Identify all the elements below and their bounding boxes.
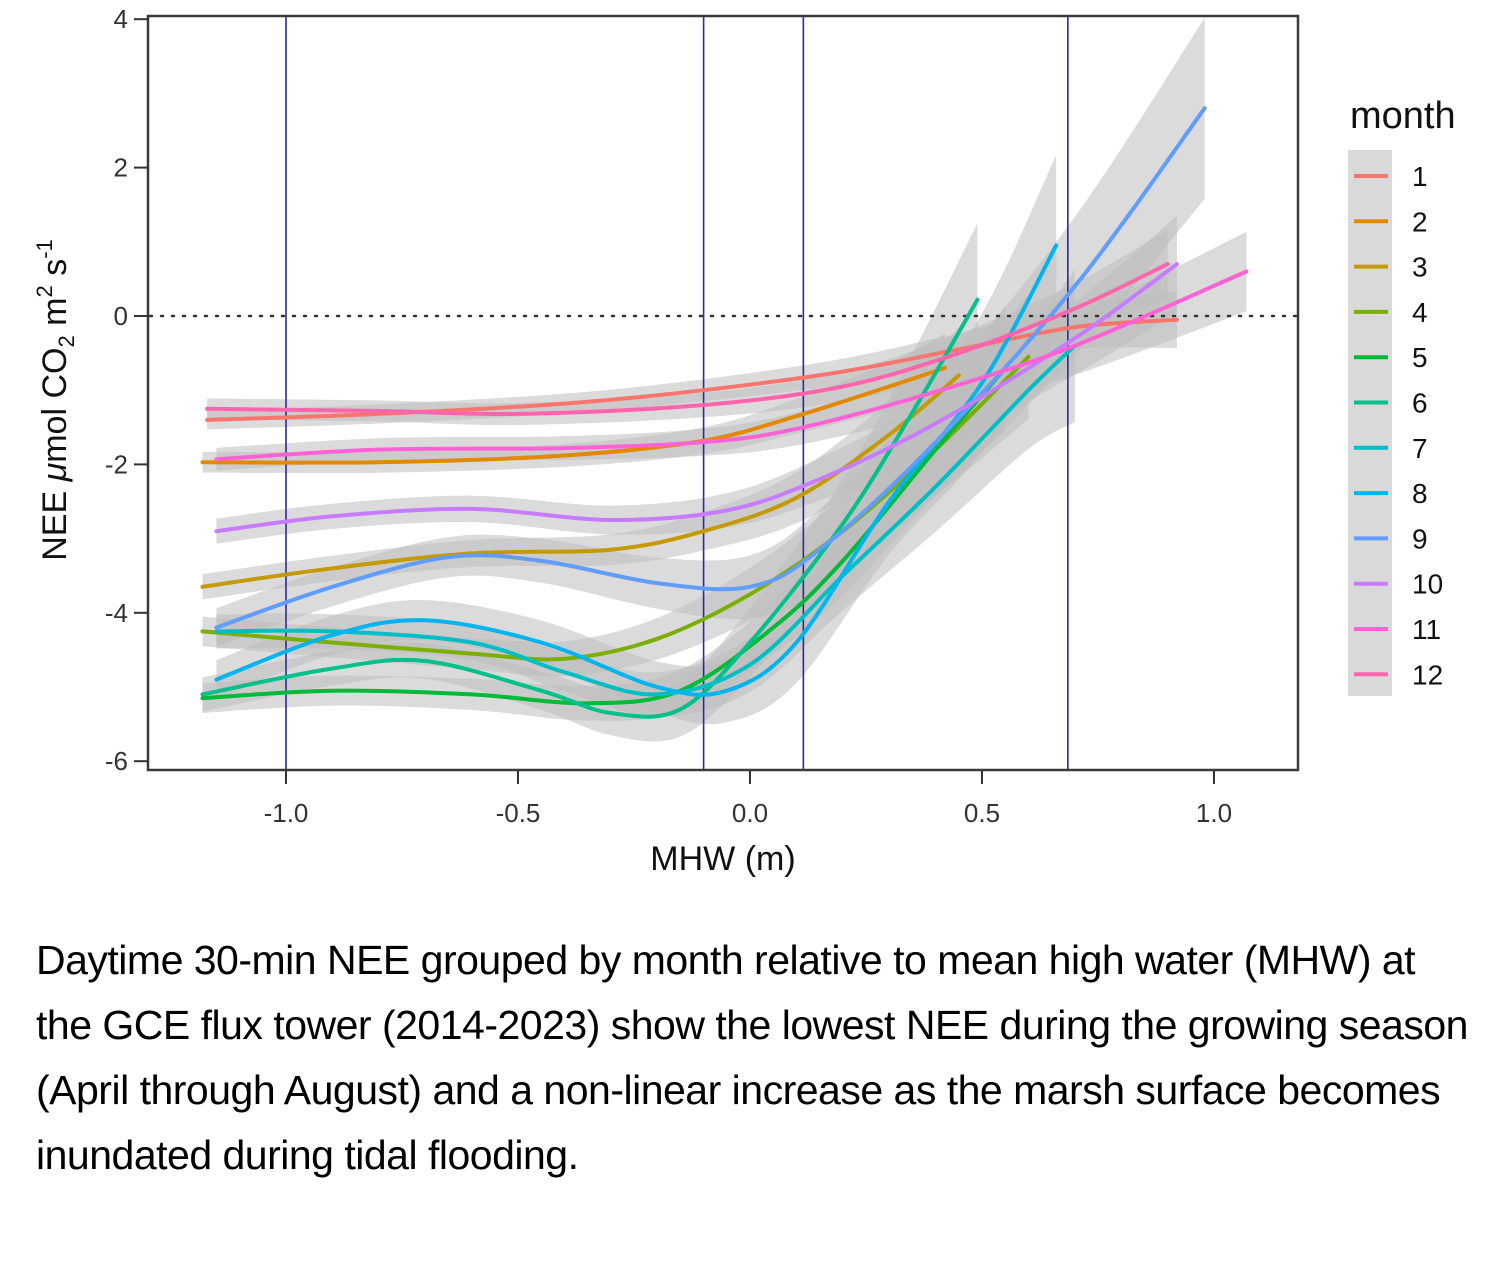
y-tick-label: -4 xyxy=(105,598,128,628)
confidence-band-month-8 xyxy=(216,155,1057,725)
y-tick-label: 0 xyxy=(114,301,128,331)
legend-label-month-10: 10 xyxy=(1412,569,1443,600)
y-axis-title-mu: μ xyxy=(36,462,74,482)
confidence-band-month-3 xyxy=(202,327,959,600)
series-line-month-1 xyxy=(205,317,1179,422)
series-lines xyxy=(200,106,1249,719)
y-axis-title-sup2: 2 xyxy=(32,285,57,297)
legend-label-month-1: 1 xyxy=(1412,161,1428,192)
x-axis-title: MHW (m) xyxy=(650,840,795,878)
confidence-band-month-12 xyxy=(207,229,1168,425)
x-tick-label: -0.5 xyxy=(496,798,541,828)
x-tick-label: -1.0 xyxy=(264,798,309,828)
series-line-month-3 xyxy=(200,373,961,589)
confidence-band-month-11 xyxy=(216,231,1247,471)
y-tick-label: 4 xyxy=(114,4,128,34)
y-axis-title-sup-neg1: -1 xyxy=(32,239,57,259)
x-axis-ticks: -1.0 -0.5 0.0 0.5 1.0 xyxy=(264,770,1232,828)
series-line-month-6 xyxy=(200,297,980,719)
y-axis-title: NEE μmol CO2 m2 s-1 xyxy=(32,239,79,561)
x-tick-label: 0.0 xyxy=(732,798,768,828)
y-axis-title-prefix: NEE xyxy=(36,481,74,560)
series-line-month-9 xyxy=(214,106,1207,630)
legend-label-month-7: 7 xyxy=(1412,433,1428,464)
x-tick-label: 0.5 xyxy=(964,798,1000,828)
legend-key-background xyxy=(1348,150,1392,696)
legend-label-month-8: 8 xyxy=(1412,478,1428,509)
series-line-month-11 xyxy=(214,269,1249,462)
confidence-bands xyxy=(202,17,1247,742)
x-tick-label: 1.0 xyxy=(1196,798,1232,828)
y-tick-label: 2 xyxy=(114,153,128,183)
y-tick-label: -2 xyxy=(105,449,128,479)
y-axis-ticks: -6 -4 -2 0 2 4 xyxy=(105,4,148,776)
legend-label-month-5: 5 xyxy=(1412,342,1428,373)
y-axis-title-sub2: 2 xyxy=(54,335,79,347)
legend-label-month-6: 6 xyxy=(1412,388,1428,419)
plot-frame xyxy=(146,14,1300,772)
y-tick-label: -6 xyxy=(105,746,128,776)
legend-label-month-3: 3 xyxy=(1412,252,1428,283)
legend-label-month-4: 4 xyxy=(1412,297,1428,328)
series-line-month-12 xyxy=(205,262,1170,417)
figure-caption: Daytime 30-min NEE grouped by month rela… xyxy=(36,937,1468,1178)
legend-label-month-11: 11 xyxy=(1412,614,1441,645)
y-axis-title-s: s xyxy=(36,259,74,285)
legend-label-month-9: 9 xyxy=(1412,523,1428,554)
axes xyxy=(146,14,1300,772)
series-line-month-2 xyxy=(200,365,947,465)
legend-label-month-2: 2 xyxy=(1412,206,1428,237)
legend-label-month-12: 12 xyxy=(1412,659,1443,690)
y-axis-title-m: m xyxy=(36,298,74,336)
series-line-month-7 xyxy=(214,343,1077,697)
legend-title: month xyxy=(1350,95,1456,137)
y-axis-title-mol: mol CO xyxy=(36,348,74,463)
